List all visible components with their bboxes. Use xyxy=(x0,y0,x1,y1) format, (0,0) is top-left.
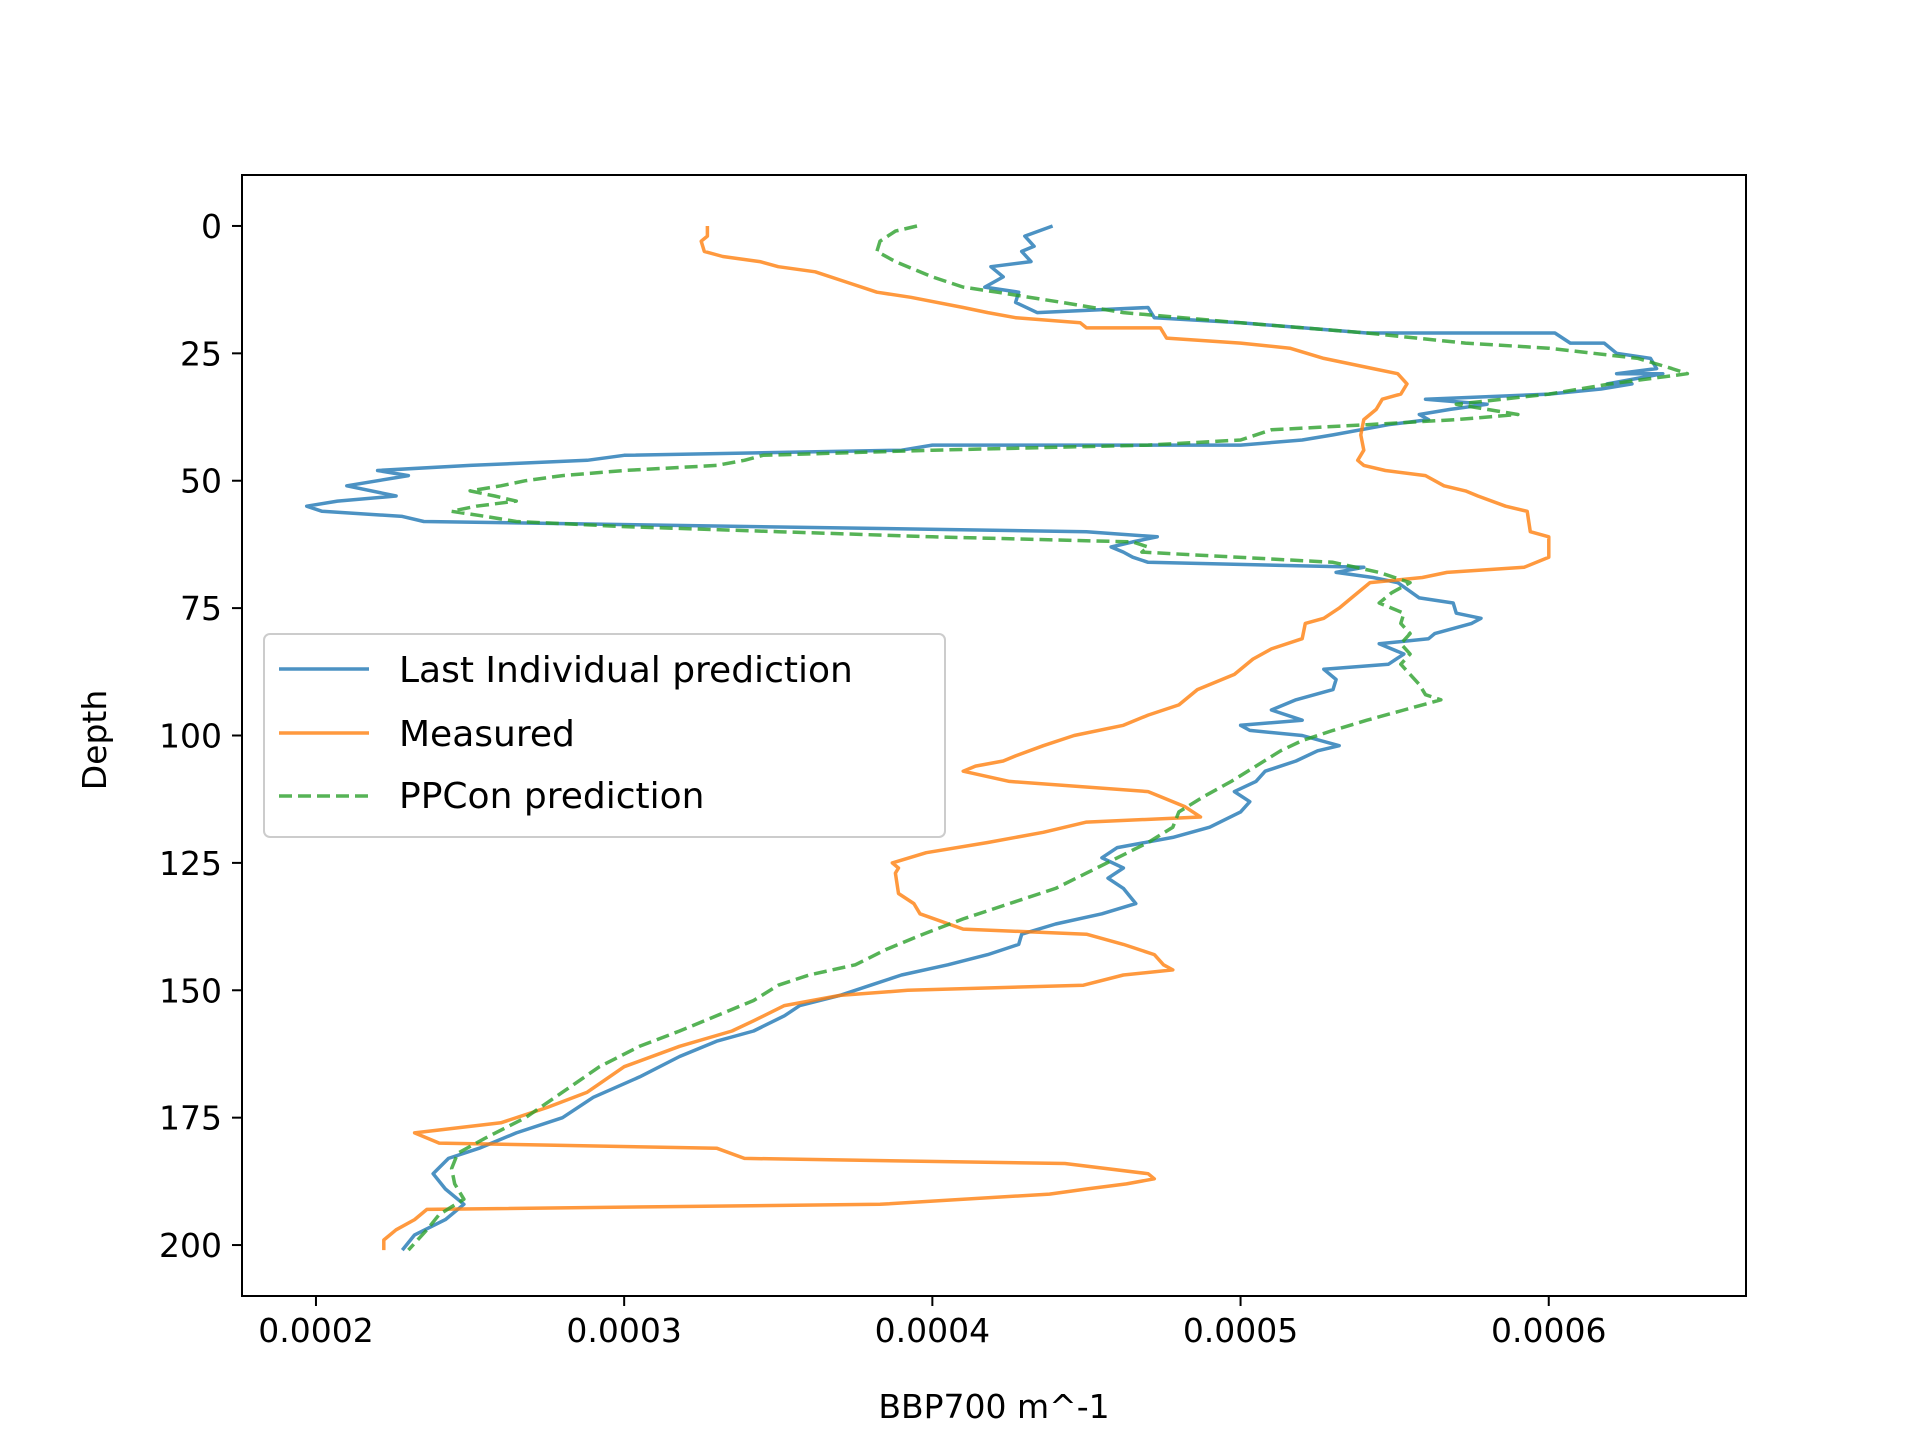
y-tick-label: 100 xyxy=(159,717,222,756)
y-axis-label: Depth xyxy=(75,690,114,791)
legend-label-last-individual-prediction: Last Individual prediction xyxy=(399,650,853,691)
y-tick-label: 200 xyxy=(159,1226,222,1265)
x-axis-ticks: 0.0002 0.0003 0.0004 0.0005 0.0006 xyxy=(258,1296,1606,1350)
series-line-ppcon-prediction xyxy=(407,224,1690,1252)
x-tick-label: 0.0006 xyxy=(1491,1311,1606,1350)
y-tick-label: 75 xyxy=(180,589,222,628)
series-line-last-individual-prediction xyxy=(304,224,1665,1252)
y-tick-label: 50 xyxy=(180,462,222,501)
x-tick-label: 0.0002 xyxy=(258,1311,373,1350)
x-tick-label: 0.0003 xyxy=(566,1311,681,1350)
y-tick-label: 150 xyxy=(159,971,222,1010)
legend-label-measured: Measured xyxy=(399,714,575,755)
legend: Last Individual prediction Measured PPCo… xyxy=(263,633,946,838)
y-axis-ticks: 0 25 50 75 100 125 150 175 200 xyxy=(159,207,242,1265)
series-line-measured xyxy=(382,226,1551,1251)
legend-label-ppcon-prediction: PPCon prediction xyxy=(399,776,704,817)
x-tick-label: 0.0005 xyxy=(1183,1311,1298,1350)
series-layer xyxy=(304,224,1690,1252)
y-tick-label: 125 xyxy=(159,844,222,883)
y-tick-label: 175 xyxy=(159,1099,222,1138)
y-tick-label: 25 xyxy=(180,334,222,373)
y-tick-label: 0 xyxy=(201,207,222,246)
legend-box xyxy=(263,633,946,838)
x-axis-label: BBP700 m^-1 xyxy=(878,1387,1109,1426)
x-tick-label: 0.0004 xyxy=(875,1311,990,1350)
